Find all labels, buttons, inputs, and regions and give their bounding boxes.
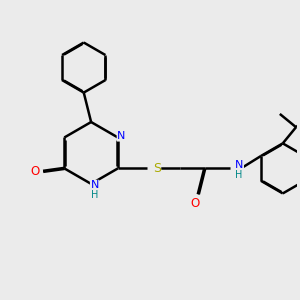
- Text: H: H: [91, 190, 98, 200]
- Text: H: H: [235, 170, 242, 180]
- Text: O: O: [191, 196, 200, 210]
- Text: N: N: [117, 131, 126, 141]
- Text: S: S: [153, 162, 160, 175]
- Text: N: N: [91, 180, 99, 190]
- Text: N: N: [235, 160, 243, 170]
- Text: O: O: [30, 165, 40, 178]
